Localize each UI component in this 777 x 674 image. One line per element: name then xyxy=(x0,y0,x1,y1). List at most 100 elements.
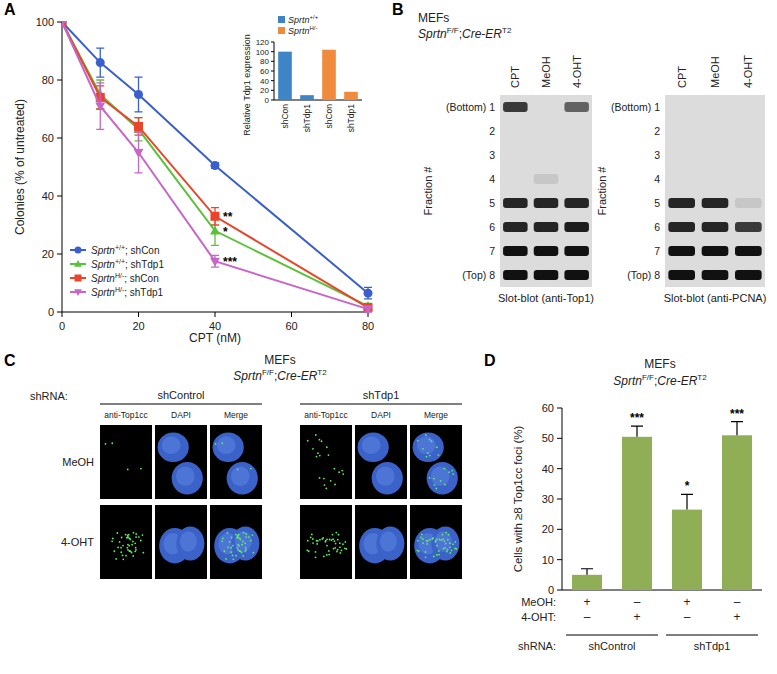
nucleus-highlight xyxy=(217,436,236,454)
focus xyxy=(445,532,447,534)
focus xyxy=(316,543,318,545)
panel-label: D xyxy=(484,352,496,369)
shrna-label: shRNA: xyxy=(518,640,556,652)
band xyxy=(702,246,729,256)
focus xyxy=(339,542,341,544)
focus xyxy=(237,549,239,551)
focus xyxy=(127,544,129,546)
y-tick-label: 20 xyxy=(42,248,54,260)
group-line xyxy=(300,404,462,405)
fraction-axis-title: Fraction # xyxy=(422,166,434,216)
y-tick-label: 0 xyxy=(548,584,554,596)
band xyxy=(503,270,528,280)
band xyxy=(534,174,559,184)
focus xyxy=(332,534,334,536)
fraction-label: 6 xyxy=(489,221,495,233)
focus xyxy=(227,547,229,549)
y-tick-label: 30 xyxy=(542,493,554,505)
focus xyxy=(319,439,321,441)
focus xyxy=(134,550,136,552)
bar xyxy=(672,510,702,590)
focus xyxy=(438,454,440,456)
band xyxy=(702,102,729,112)
y-tick-label: 0 xyxy=(265,96,270,105)
focus xyxy=(131,544,133,546)
significance-label: *** xyxy=(730,407,744,421)
focus xyxy=(334,540,336,542)
header: MEFs xyxy=(264,353,295,367)
nucleus-highlight xyxy=(380,531,397,551)
band xyxy=(702,198,729,208)
micrograph xyxy=(155,505,207,579)
focus xyxy=(229,541,231,543)
band xyxy=(564,246,589,256)
focus xyxy=(319,455,321,457)
band xyxy=(564,102,589,112)
x-tick-label: 80 xyxy=(362,320,374,332)
bar xyxy=(622,437,652,590)
focus xyxy=(128,534,130,536)
focus xyxy=(332,538,334,540)
y-tick xyxy=(271,100,274,101)
y-axis-title: Cells with ≥8 Top1cc foci (%) xyxy=(512,425,524,572)
fraction-label: 5 xyxy=(654,197,660,209)
focus xyxy=(336,551,338,553)
group-line xyxy=(666,635,758,636)
band xyxy=(702,174,729,184)
focus xyxy=(245,536,247,538)
focus xyxy=(429,455,431,457)
focus xyxy=(345,548,347,550)
fraction-label: 2 xyxy=(489,125,495,137)
band xyxy=(702,150,729,160)
nucleus-highlight xyxy=(231,467,250,487)
y-tick xyxy=(557,529,562,530)
focus xyxy=(422,538,424,540)
image-background xyxy=(100,425,152,499)
focus xyxy=(443,468,445,470)
error-bar xyxy=(211,208,219,225)
y-tick-label: 0 xyxy=(48,306,54,318)
focus xyxy=(435,540,437,542)
focus xyxy=(120,551,122,553)
focus xyxy=(236,547,238,549)
group-line xyxy=(100,404,262,405)
band xyxy=(668,102,695,112)
focus xyxy=(122,545,124,547)
focus xyxy=(316,456,318,458)
channel-label: anti-Top1cc xyxy=(104,410,148,420)
focus xyxy=(237,544,239,546)
x-tick xyxy=(62,312,63,317)
focus xyxy=(342,473,344,475)
gene-name: Sprtn xyxy=(91,273,115,284)
channel-label: Merge xyxy=(224,410,248,420)
focus xyxy=(434,484,436,486)
legend-label: Sprtn+/+; shTdp1 xyxy=(91,258,164,270)
focus xyxy=(248,536,250,538)
focus xyxy=(341,550,343,552)
fraction-label: 2 xyxy=(654,125,660,137)
marker xyxy=(210,258,220,267)
text-segment: Cre-ER xyxy=(277,369,317,383)
focus xyxy=(230,551,232,553)
condition-value: – xyxy=(684,610,691,624)
band xyxy=(534,246,559,256)
band xyxy=(735,174,762,184)
focus xyxy=(334,484,336,486)
band xyxy=(534,270,559,280)
text-segment: Cre-ER xyxy=(657,374,697,388)
nucleus xyxy=(376,526,404,560)
image-background xyxy=(355,425,407,499)
focus xyxy=(111,540,113,542)
marker xyxy=(134,149,144,158)
text-segment: Sprtn xyxy=(613,374,642,388)
band xyxy=(735,246,762,256)
error-bar xyxy=(96,48,104,77)
gene-name: Sprtn xyxy=(288,26,310,36)
category-label: shCon xyxy=(280,104,290,129)
focus xyxy=(230,547,232,549)
legend-swatch xyxy=(278,27,285,34)
genotype-superscript: +/+ xyxy=(310,14,319,20)
line-chart: 020406080100020406080CPT (nM)Colonies (%… xyxy=(13,16,374,345)
micrograph xyxy=(410,505,462,579)
focus xyxy=(120,547,122,549)
